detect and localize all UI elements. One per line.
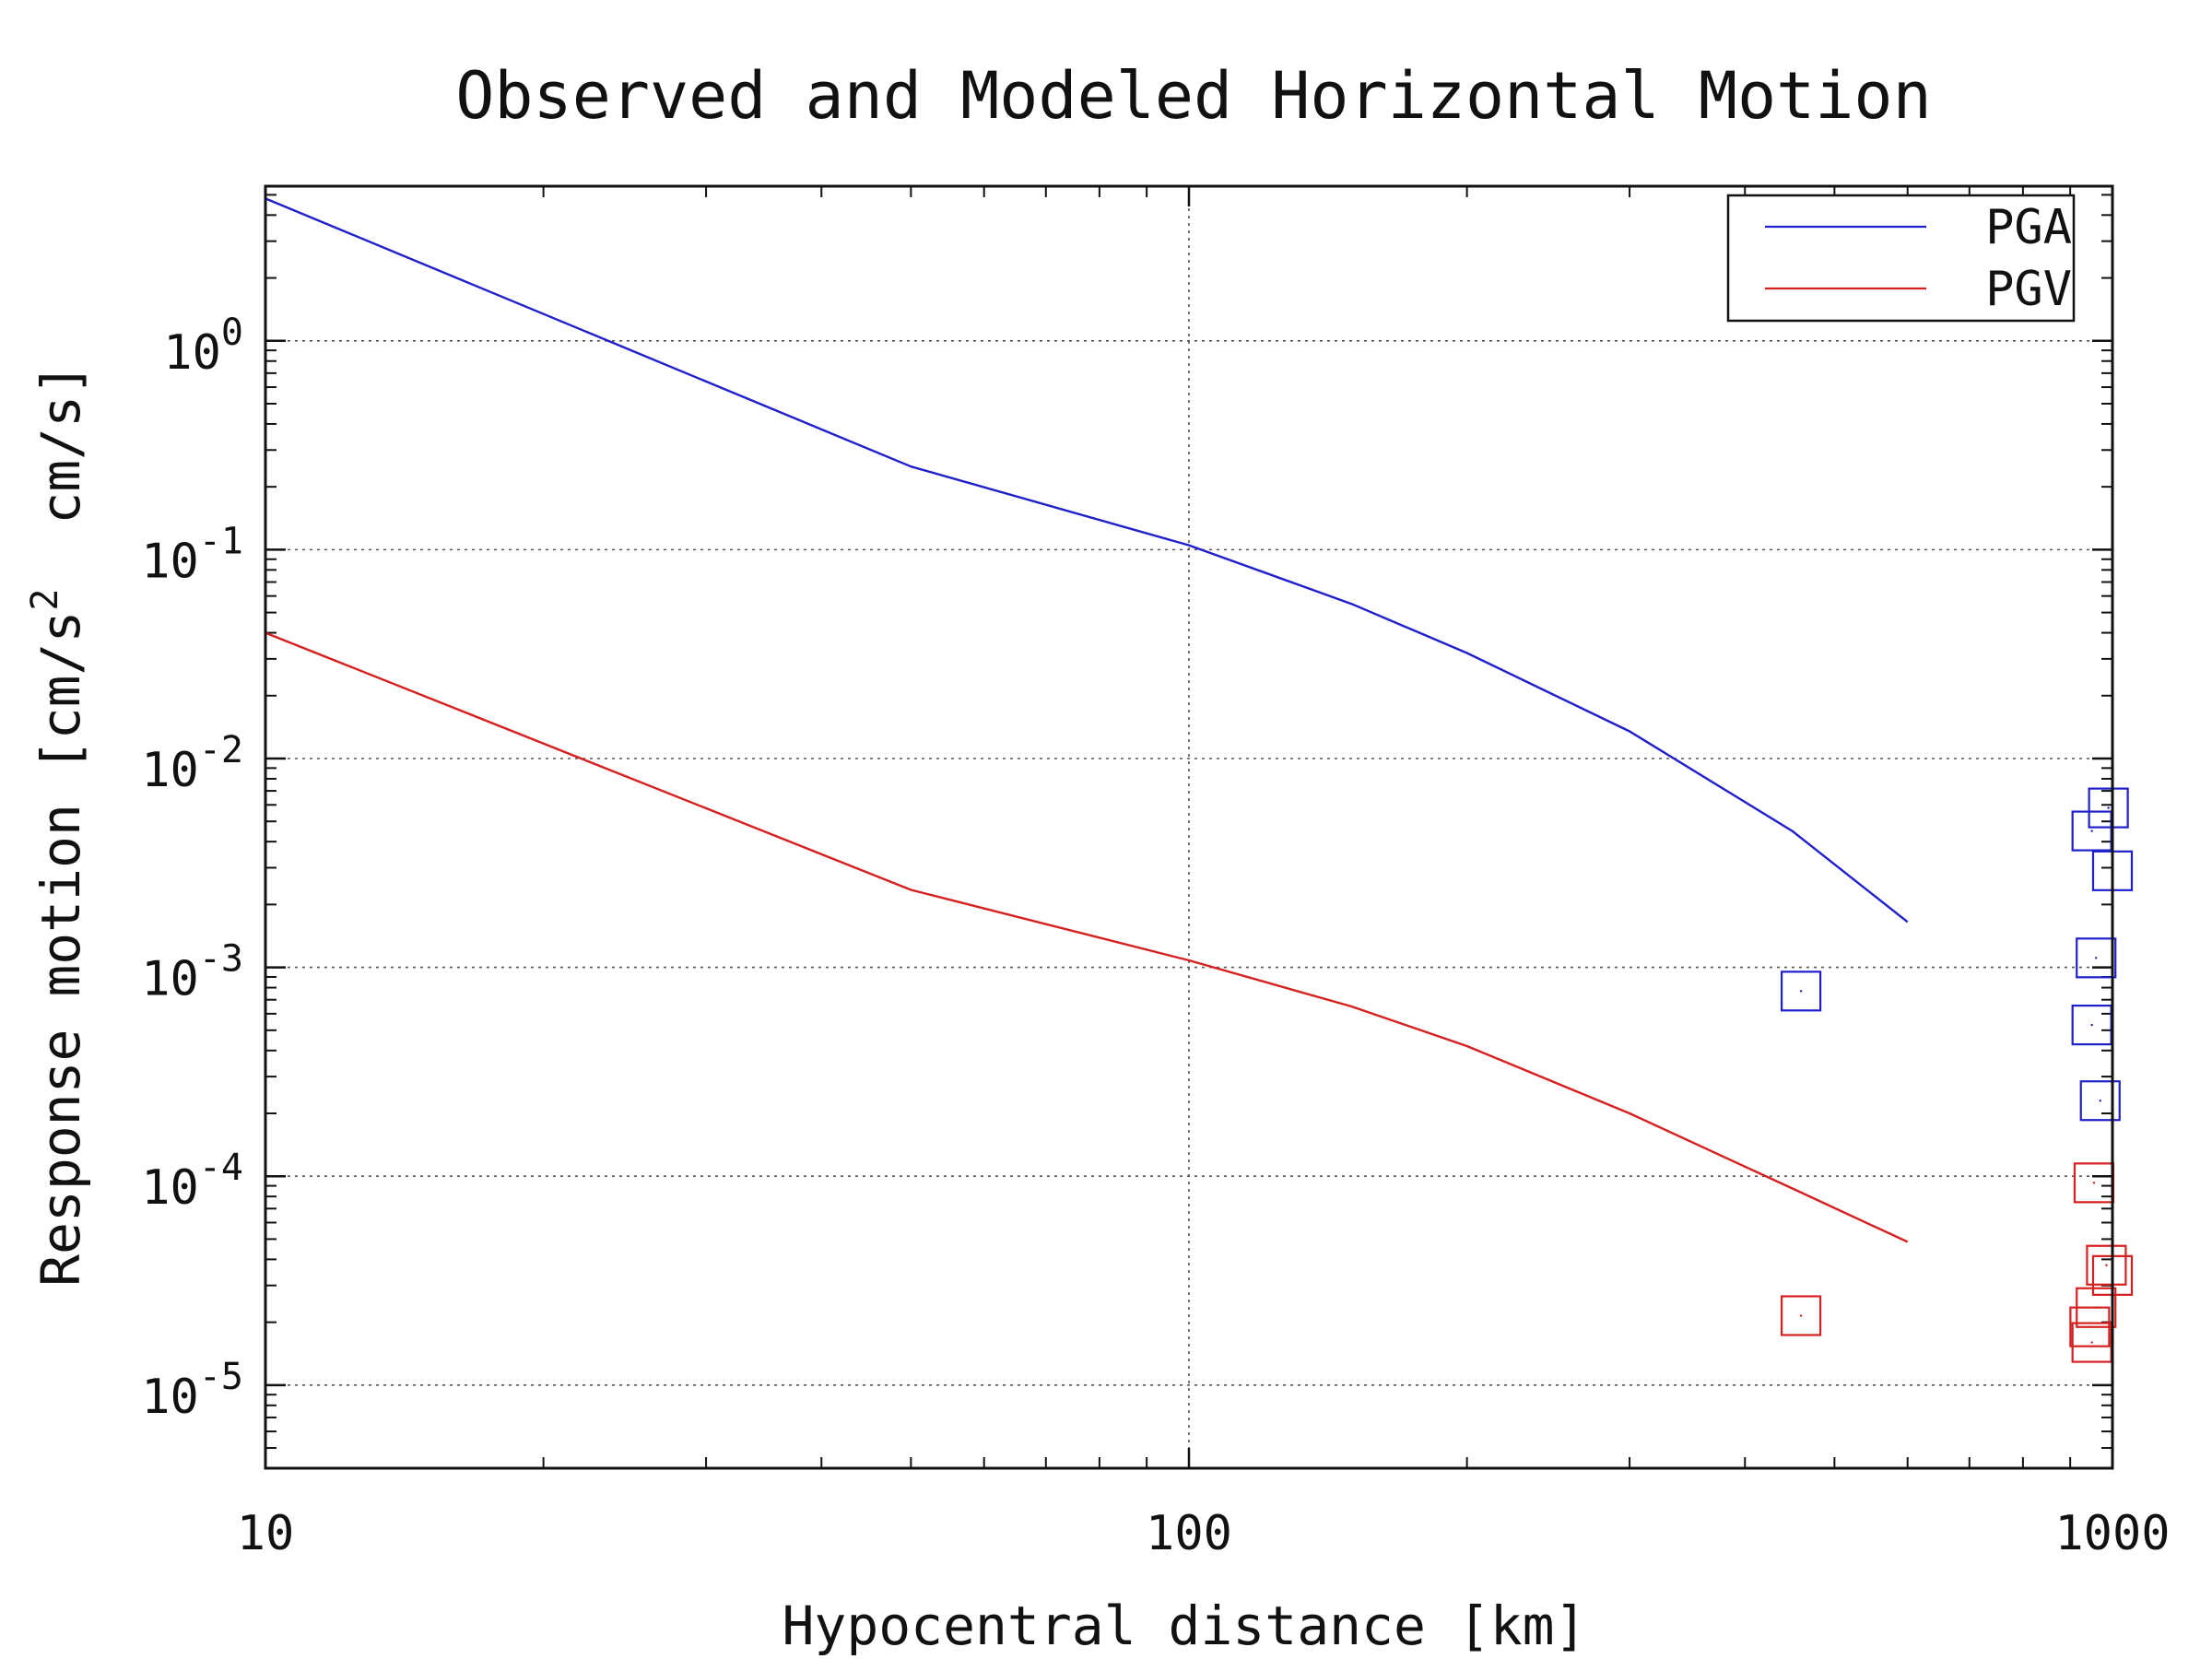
y-tick-label-exponent: -4: [199, 1147, 243, 1189]
chart-title: Observed and Modeled Horizontal Motion: [455, 58, 1931, 134]
y-tick-label: 10-3: [141, 938, 243, 1007]
data-point-center: [2107, 806, 2110, 809]
series-line-pgv: [265, 631, 1909, 1243]
y-tick-label: 100: [163, 312, 243, 381]
data-point-center: [2099, 1100, 2101, 1102]
data-point-center: [2090, 1341, 2093, 1344]
data-point-marker: [2079, 1080, 2121, 1122]
data-point-center: [2105, 1264, 2108, 1266]
data-point-marker: [2086, 1244, 2127, 1286]
x-axis-label: Hypocentral distance [km]: [782, 1594, 1587, 1657]
data-point-center: [2095, 957, 2098, 959]
data-point-center: [1799, 1314, 1803, 1317]
y-tick-label-exponent: 0: [221, 312, 243, 354]
data-point-center: [1799, 990, 1803, 993]
series-layer: [265, 197, 1909, 1243]
x-tick-label: 100: [1146, 1506, 1232, 1561]
plot-frame: [264, 184, 2114, 1470]
data-point-marker: [1780, 1295, 1822, 1336]
y-tick-label-base: 10: [141, 952, 199, 1007]
y-axis-label: Response motion [cm/s2 cm/s]: [24, 363, 92, 1287]
data-point-marker: [2076, 937, 2117, 979]
data-point-center: [2090, 830, 2093, 832]
y-tick-label-base: 10: [163, 325, 221, 381]
y-tick-label-exponent: -5: [199, 1356, 243, 1398]
x-tick-labels: 10 100 1000: [237, 1506, 2171, 1561]
legend-box: [1726, 194, 2076, 323]
legend-label-pgv: PGV: [1985, 262, 2072, 317]
y-tick-label-exponent: -2: [199, 729, 243, 771]
data-point-marker: [2069, 1306, 2111, 1347]
y-tick-label: 10-1: [141, 520, 243, 589]
y-tick-label-exponent: -3: [199, 938, 243, 981]
data-point-marker: [2088, 787, 2129, 829]
y-axis-label-tail: cm/s]: [29, 363, 92, 588]
y-axis-label-main: Response motion [cm/s: [29, 611, 92, 1287]
y-tick-label: 10-4: [141, 1147, 243, 1216]
data-point-center: [2090, 1023, 2093, 1027]
y-tick-label-base: 10: [141, 534, 199, 589]
data-point-center: [2088, 1325, 2091, 1328]
data-point-marker: [1780, 971, 1822, 1012]
data-point-center: [2092, 1182, 2096, 1184]
legend-label-pga: PGA: [1985, 200, 2072, 255]
y-tick-label-base: 10: [141, 1370, 199, 1425]
y-axis-label-exponent: 2: [24, 589, 66, 611]
grid: [265, 186, 2112, 1468]
legend: PGA PGV: [1726, 194, 2076, 323]
y-tick-label: 10-5: [141, 1356, 243, 1425]
y-tick-label: 10-2: [141, 729, 243, 798]
series-line-pga: [265, 197, 1909, 924]
y-tick-label-base: 10: [141, 1160, 199, 1216]
x-tick-label: 10: [237, 1506, 295, 1561]
y-tick-label-exponent: -1: [199, 520, 243, 562]
x-tick-label: 1000: [2054, 1506, 2170, 1561]
y-tick-label-base: 10: [141, 743, 199, 798]
